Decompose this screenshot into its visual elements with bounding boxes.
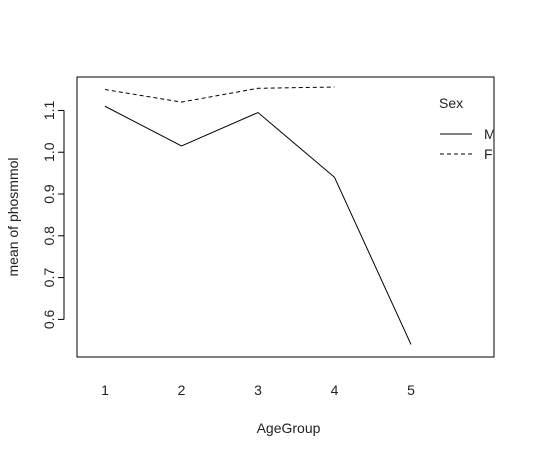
y-tick-label: 0.8 xyxy=(41,226,57,246)
series-line-m xyxy=(104,105,412,345)
y-tick-label: 1.1 xyxy=(41,100,57,120)
legend-label-m: M xyxy=(484,126,496,142)
y-tick-label: 1.0 xyxy=(41,142,57,162)
x-axis: 1 2 3 4 5 xyxy=(101,382,415,398)
legend-title: Sex xyxy=(439,95,463,111)
y-axis-title: mean of phosmmol xyxy=(5,157,21,276)
legend: Sex MF xyxy=(439,95,496,162)
x-axis-title: AgeGroup xyxy=(257,420,321,436)
x-tick-label: 3 xyxy=(254,382,262,398)
series-layer xyxy=(104,86,412,345)
plot-frame xyxy=(76,76,495,358)
x-tick-label: 1 xyxy=(101,382,109,398)
x-tick-label: 4 xyxy=(331,382,339,398)
y-axis: 0.6 0.7 0.8 0.9 1.0 1.1 xyxy=(41,100,65,329)
series-line-f xyxy=(104,86,335,103)
x-tick-label: 2 xyxy=(178,382,186,398)
x-tick-label: 5 xyxy=(407,382,415,398)
y-tick-label: 0.9 xyxy=(41,184,57,204)
y-tick-label: 0.6 xyxy=(41,309,57,329)
y-tick-label: 0.7 xyxy=(41,268,57,288)
legend-label-f: F xyxy=(484,146,493,162)
